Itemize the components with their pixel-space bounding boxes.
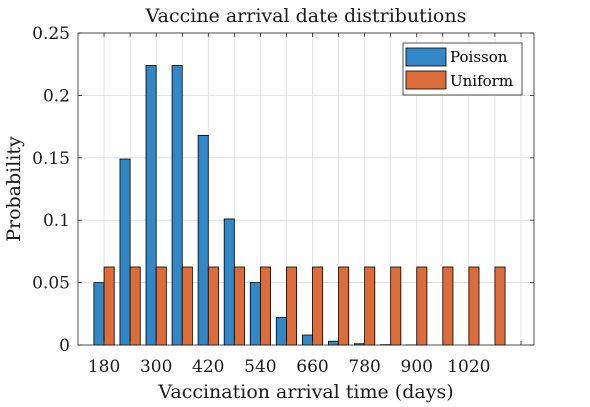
legend-label-uniform: Uniform: [450, 72, 513, 90]
y-tick-label: 0.2: [43, 86, 70, 106]
bar-poisson: [223, 218, 235, 346]
y-tick-label: 0: [59, 336, 70, 356]
bar-uniform: [181, 266, 193, 346]
x-tick-label: 1020: [447, 357, 490, 377]
bar-uniform: [129, 266, 141, 346]
bar-uniform: [468, 266, 480, 346]
x-tick-label: 780: [348, 357, 380, 377]
bar-uniform: [416, 266, 428, 346]
bar-uniform: [494, 266, 506, 346]
x-tick-label: 300: [140, 357, 172, 377]
bar-uniform: [312, 266, 324, 346]
bar-poisson: [171, 65, 183, 346]
bar-poisson: [119, 158, 131, 346]
bar-uniform: [442, 266, 454, 346]
x-tick-label: 540: [244, 357, 276, 377]
y-tick-label: 0.1: [43, 211, 70, 231]
bar-poisson: [301, 334, 313, 346]
bar-uniform: [338, 266, 350, 346]
bar-uniform: [364, 266, 376, 346]
bar-uniform: [259, 266, 271, 346]
legend: Poisson Uniform: [402, 42, 523, 96]
bar-uniform: [233, 266, 245, 346]
ticks: 0 0.05 0.1 0.15 0.2 0.25 180 300 420 540 660 780 900…: [32, 24, 534, 377]
bar-uniform: [286, 266, 298, 346]
x-tick-label: 420: [192, 357, 224, 377]
y-tick-label: 0.15: [32, 149, 70, 169]
bar-poisson: [249, 282, 261, 346]
bar-uniform: [390, 266, 402, 346]
legend-swatch-uniform: [405, 70, 447, 90]
y-tick-label: 0.05: [32, 274, 70, 294]
y-tick-label: 0.25: [32, 24, 70, 44]
y-axis-label: Probability: [3, 136, 25, 242]
x-tick-label: 660: [296, 357, 328, 377]
bar-poisson: [93, 282, 105, 346]
bars: [93, 65, 506, 346]
bar-poisson: [275, 317, 287, 346]
bar-poisson: [328, 340, 339, 346]
bar-uniform: [103, 266, 115, 346]
chart-title: Vaccine arrival date distributions: [145, 5, 467, 27]
legend-label-poisson: Poisson: [450, 48, 508, 66]
bar-uniform: [207, 266, 219, 346]
x-tick-label: 900: [401, 357, 433, 377]
plot-frame: [77, 32, 535, 346]
x-tick-label: 180: [88, 357, 120, 377]
x-axis-label: Vaccination arrival time (days): [157, 381, 453, 403]
bar-poisson: [197, 134, 209, 346]
legend-swatch-poisson: [405, 47, 447, 67]
bar-poisson: [145, 65, 157, 346]
bar-uniform: [155, 266, 167, 346]
